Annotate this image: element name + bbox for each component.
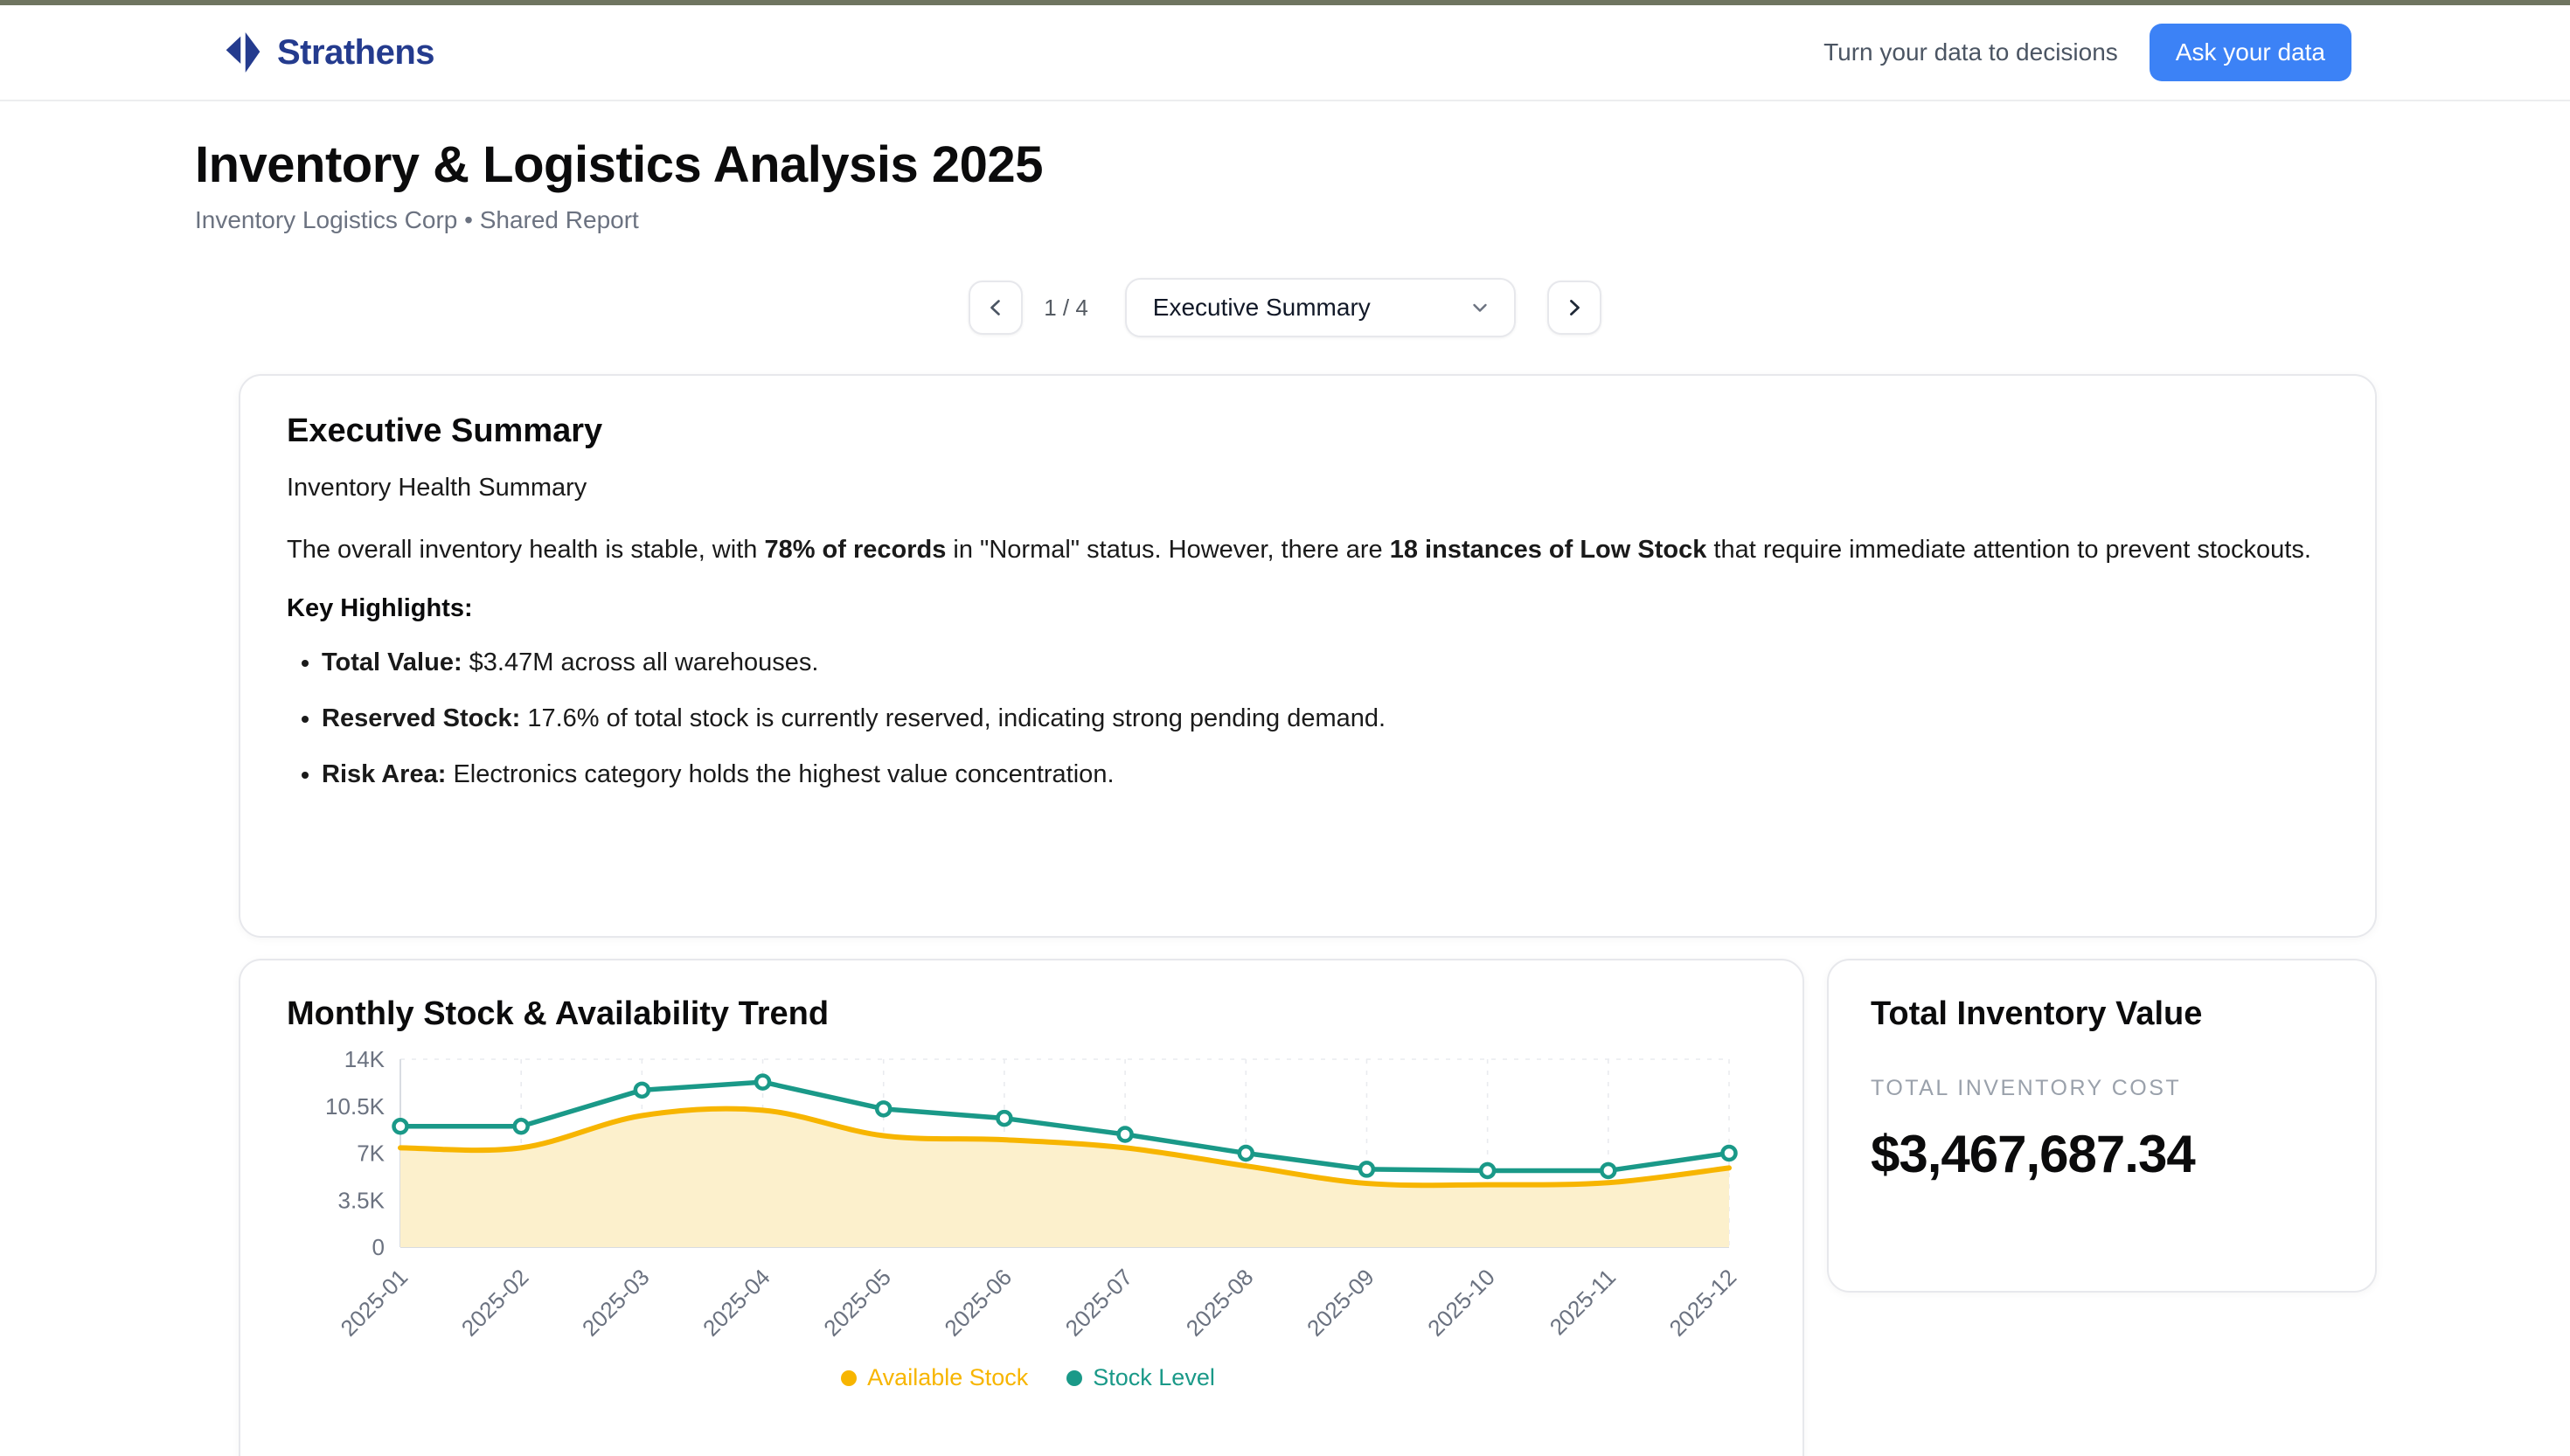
x-tick-label: 2025-06 [939,1264,1017,1342]
stock-level-marker[interactable] [1358,1161,1376,1178]
summary-bold-lowstock: 18 instances of Low Stock [1389,536,1707,564]
stock-level-marker[interactable] [754,1073,772,1091]
cards-row: Monthly Stock & Availability Trend 0 3.5K… [239,959,2570,1456]
next-section-button[interactable] [1546,281,1601,335]
stock-level-marker[interactable] [392,1118,409,1135]
executive-summary-card: Executive Summary Inventory Health Summa… [239,374,2377,938]
stock-level-marker[interactable] [874,1100,893,1118]
list-item: Risk Area: Electronics category holds th… [322,758,2329,791]
stock-level-marker[interactable] [996,1109,1013,1127]
total-inventory-value-card: Total Inventory Value TOTAL INVENTORY CO… [1827,959,2377,1293]
header-tagline: Turn your data to decisions [1823,38,2118,66]
prev-section-button[interactable] [969,281,1024,335]
chevron-down-icon [1473,303,1487,312]
x-tick-label: 2025-01 [336,1264,413,1342]
summary-text: in "Normal" status. However, there are [946,536,1390,564]
summary-text: that require immediate attention to prev… [1706,536,2311,564]
header-right: Turn your data to decisions Ask your dat… [1823,24,2351,81]
executive-summary-heading: Executive Summary [287,413,603,449]
chart-legend: Available Stock Stock Level [287,1364,1769,1391]
summary-bold-records: 78% of records [764,536,947,564]
section-dropdown[interactable]: Executive Summary [1124,278,1516,337]
legend-item-stock-level[interactable]: Stock Level [1066,1364,1215,1391]
bullet-text: Electronics category holds the highest v… [446,760,1115,788]
legend-dot [841,1369,858,1386]
trend-chart-svg: 0 3.5K 7K 10.5K 14K 2025-01 2025-02 2025-03 2025… [325,1046,1742,1342]
brand[interactable]: Strathens [223,30,435,75]
y-tick-label: 0 [372,1234,385,1260]
stock-level-marker[interactable] [633,1081,651,1099]
page-subtitle: Inventory Logistics Corp • Shared Report [195,206,639,233]
legend-label: Stock Level [1093,1364,1215,1390]
bullet-label: Risk Area: [322,760,447,788]
section-pager: 1 / 4 Executive Summary [0,278,2570,337]
stock-level-marker[interactable] [1116,1126,1134,1143]
summary-paragraph: The overall inventory health is stable, … [287,525,2329,575]
x-tick-label: 2025-08 [1181,1264,1259,1342]
chart-title: Monthly Stock & Availability Trend [287,995,830,1032]
chevron-left-icon [990,300,1001,315]
report-page: Inventory & Logistics Analysis 2025 Inve… [0,101,2570,1456]
page-title: Inventory & Logistics Analysis 2025 [195,136,1043,193]
bullet-text: 17.6% of total stock is currently reserv… [520,704,1386,732]
stock-level-marker[interactable] [1237,1144,1255,1162]
bullet-text: $3.47M across all warehouses. [462,648,819,676]
app-header: Strathens Turn your data to decisions As… [0,5,2570,101]
available-stock-area [400,1108,1729,1247]
top-accent-bar [0,0,2570,5]
x-tick-label: 2025-12 [1664,1264,1742,1342]
stock-level-marker[interactable] [1600,1161,1617,1180]
total-card-title: Total Inventory Value [1871,995,2203,1032]
pager-position: 1 / 4 [1044,294,1088,321]
legend-item-available-stock[interactable]: Available Stock [841,1364,1028,1391]
stock-level-marker[interactable] [1720,1144,1738,1162]
x-tick-label: 2025-03 [577,1264,655,1342]
section-dropdown-value: Executive Summary [1152,294,1371,321]
key-highlights-label: Key Highlights: [287,594,473,622]
x-tick-label: 2025-04 [698,1264,775,1342]
x-tick-label: 2025-05 [818,1264,896,1342]
x-tick-label: 2025-11 [1545,1264,1621,1340]
available-stock-line [398,1106,1732,1189]
legend-dot [1066,1369,1083,1386]
list-item: Reserved Stock: 17.6% of total stock is … [322,702,2329,735]
y-tick-label: 7K [357,1141,385,1167]
ask-your-data-button[interactable]: Ask your data [2149,24,2351,81]
list-item: Total Value: $3.47M across all warehouse… [322,646,2329,679]
monthly-trend-card: Monthly Stock & Availability Trend 0 3.5K… [239,959,1804,1456]
stock-level-marker[interactable] [512,1118,530,1135]
x-tick-label: 2025-02 [456,1264,534,1342]
x-tick-label: 2025-10 [1422,1264,1500,1342]
x-tick-label: 2025-07 [1060,1264,1138,1342]
legend-label: Available Stock [867,1364,1029,1390]
bullet-label: Reserved Stock: [322,704,521,732]
summary-text: The overall inventory health is stable, … [287,536,765,564]
y-tick-label: 14K [344,1046,386,1072]
chevron-right-icon [1569,300,1580,315]
brand-logo-icon [226,32,260,73]
y-tick-label: 3.5K [338,1187,386,1213]
x-tick-label: 2025-09 [1302,1264,1379,1342]
total-inventory-cost-value: $3,467,687.34 [1871,1125,2196,1183]
inventory-health-subheading: Inventory Health Summary [287,474,587,502]
key-highlights-list: Total Value: $3.47M across all warehouse… [322,646,2329,791]
y-tick-label: 10.5K [325,1093,386,1120]
total-inventory-cost-label: TOTAL INVENTORY COST [1871,1076,2182,1100]
stock-level-line [398,1079,1732,1174]
bullet-label: Total Value: [322,648,462,676]
brand-name: Strathens [277,32,435,72]
stock-level-marker[interactable] [1478,1161,1497,1180]
